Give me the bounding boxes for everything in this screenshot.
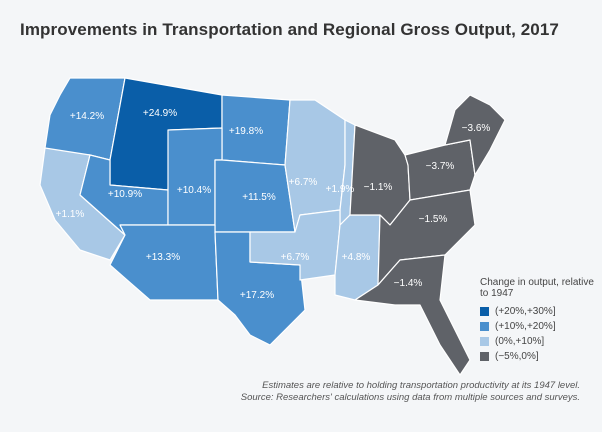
label-colorado-region: +10.4% (177, 185, 211, 196)
region-new-england (444, 94, 506, 176)
label-nebraska-kansas: +11.5% (242, 192, 276, 203)
legend-swatch (480, 337, 489, 346)
note-estimates: Estimates are relative to holding transp… (262, 380, 580, 391)
label-montana-wyoming: +24.9% (143, 108, 177, 119)
legend-item: (+20%,+30%] (480, 304, 602, 319)
label-tennessee-region: +4.8% (342, 252, 371, 263)
legend-swatch (480, 352, 489, 361)
map-title: Improvements in Transportation and Regio… (20, 20, 559, 39)
label-arkansas-region: +6.7% (281, 252, 310, 263)
label-new-england: −3.6% (462, 123, 491, 134)
region-great-lakes (349, 124, 411, 226)
label-dakotas: +19.8% (229, 126, 263, 137)
label-florida-georgia: −1.4% (394, 278, 423, 289)
region-florida-georgia (354, 254, 471, 376)
legend-item: (0%,+10%] (480, 334, 602, 349)
legend: Change in output, relative to 1947 (+20%… (480, 277, 602, 364)
legend-swatch (480, 322, 489, 331)
label-illinois-region: +1.9% (326, 184, 355, 195)
label-nevada-utah: +10.9% (108, 189, 142, 200)
label-southwest: +13.3% (146, 252, 180, 263)
legend-label: (0%,+10%] (495, 336, 545, 347)
legend-label: (+10%,+20%] (495, 321, 556, 332)
legend-item: (−5%,0%] (480, 349, 602, 364)
label-mid-atlantic: −3.7% (426, 161, 455, 172)
region-southwest (109, 224, 219, 301)
label-upper-midwest: +6.7% (289, 177, 318, 188)
legend-swatch (480, 307, 489, 316)
legend-label: (−5%,0%] (495, 351, 539, 362)
legend-item: (+10%,+20%] (480, 319, 602, 334)
label-california: +1.1% (56, 209, 85, 220)
footnotes: Estimates are relative to holding transp… (241, 380, 580, 404)
label-great-lakes: −1.1% (364, 182, 393, 193)
region-colorado-region (167, 127, 223, 226)
label-southeast: −1.5% (419, 214, 448, 225)
legend-label: (+20%,+30%] (495, 306, 556, 317)
label-texas-oklahoma: +17.2% (240, 290, 274, 301)
label-pacific-northwest: +14.2% (70, 111, 104, 122)
legend-title: Change in output, relative to 1947 (480, 277, 594, 299)
note-source: Source: Researchers' calculations using … (240, 392, 580, 403)
